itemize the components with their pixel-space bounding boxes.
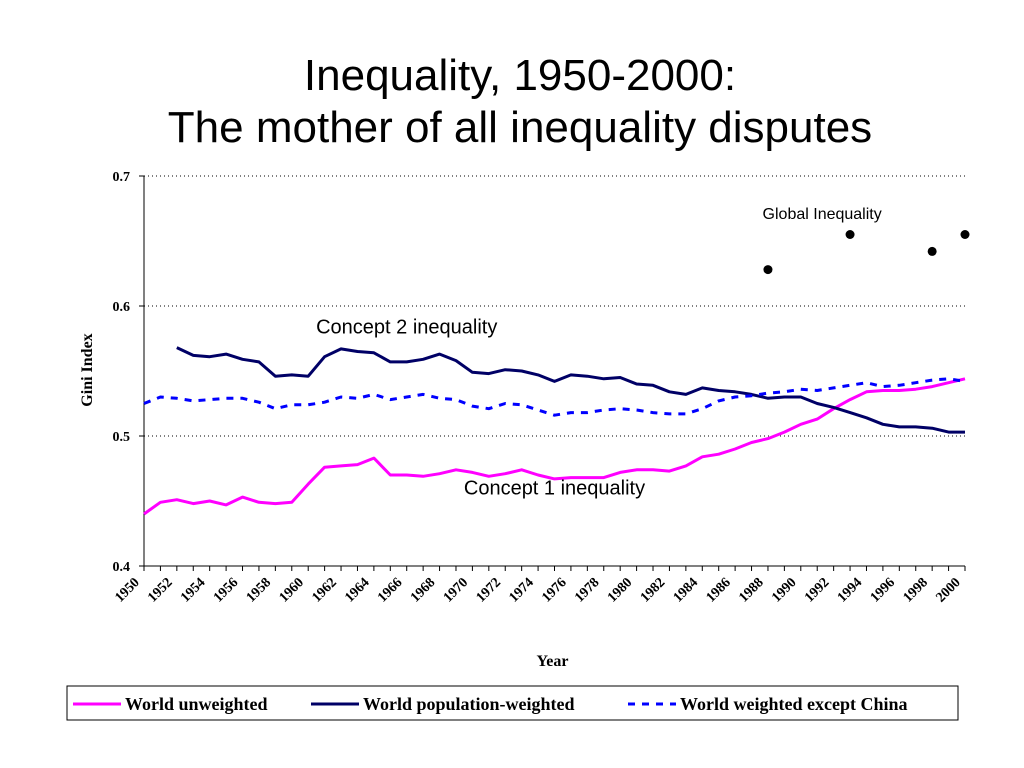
x-tick-label: 1964 (342, 575, 372, 605)
x-tick-label: 1974 (507, 575, 537, 605)
x-tick-label: 1950 (112, 575, 142, 605)
annotation-2: Concept 2 inequality (316, 316, 497, 338)
x-tick-label: 1988 (736, 575, 766, 605)
title-line-1: Inequality, 1950-2000: (303, 51, 737, 100)
y-tick-label: 0.6 (113, 300, 131, 315)
x-tick-label: 1956 (211, 575, 241, 605)
x-tick-label: 1990 (769, 575, 799, 605)
global-inequality-point (960, 230, 970, 239)
x-tick-label: 1978 (572, 575, 602, 605)
x-tick-label: 1980 (605, 575, 635, 605)
legend-label-2: World population-weighted (363, 694, 575, 714)
x-tick-label: 1970 (441, 575, 471, 605)
global-inequality-point (927, 246, 937, 256)
x-tick-label: 1986 (704, 575, 734, 605)
y-tick-label: 0.5 (113, 430, 131, 445)
x-tick-label: 1966 (375, 575, 405, 605)
x-tick-label: 1984 (671, 575, 701, 605)
y-tick-label: 0.7 (113, 170, 131, 185)
x-tick-label: 1972 (474, 575, 504, 605)
x-tick-label: 1958 (244, 575, 274, 605)
x-tick-label: 1962 (309, 575, 339, 605)
x-tick-label: 1982 (638, 575, 668, 605)
legend-label-1: World unweighted (125, 694, 268, 714)
x-tick-label: 1996 (868, 575, 898, 605)
x-tick-label: 2000 (933, 575, 963, 605)
global-inequality-point (845, 230, 855, 239)
series-line-3 (143, 377, 966, 417)
y-tick-label: 0.4 (113, 560, 131, 575)
series-line-2 (176, 346, 965, 434)
y-axis-label: Gini Index (79, 333, 96, 406)
title-line-2: The mother of all inequality disputes (167, 103, 873, 152)
legend-label-3: World weighted except China (680, 694, 908, 714)
x-tick-label: 1994 (835, 575, 865, 605)
annotation-1: Global Inequality (763, 206, 882, 223)
slide-title: Inequality, 1950-2000: The mother of all… (0, 50, 1024, 154)
x-tick-label: 1960 (277, 575, 307, 605)
annotation-3: Concept 1 inequality (464, 478, 645, 500)
x-tick-label: 1998 (901, 575, 931, 605)
x-tick-label: 1976 (539, 575, 569, 605)
x-tick-label: 1968 (408, 575, 438, 605)
legend-box (66, 685, 959, 721)
series-line-1 (143, 377, 966, 516)
x-axis-label: Year (537, 653, 569, 670)
x-tick-label: 1954 (178, 575, 208, 605)
x-tick-label: 1992 (802, 575, 832, 605)
global-inequality-point (763, 265, 773, 275)
x-tick-label: 1952 (145, 575, 175, 605)
